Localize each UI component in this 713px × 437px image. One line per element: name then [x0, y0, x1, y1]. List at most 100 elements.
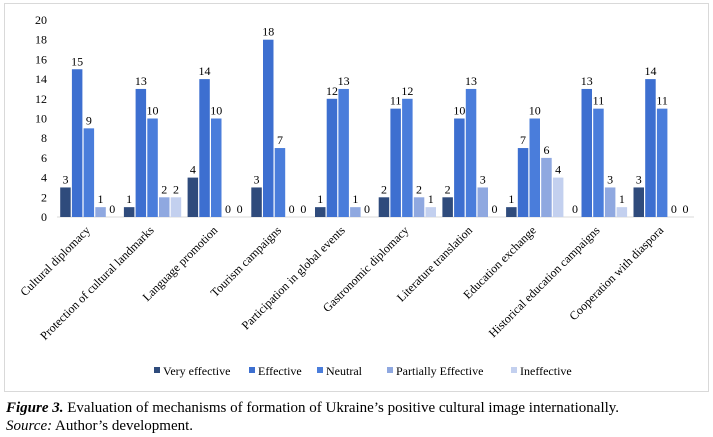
bar: [390, 108, 401, 217]
category-label: Participation in global events: [239, 223, 348, 332]
bar: [465, 88, 477, 217]
data-label: 0: [671, 202, 677, 216]
data-label: 1: [428, 192, 434, 206]
data-label: 11: [593, 94, 605, 108]
data-label: 0: [364, 202, 370, 216]
data-label: 12: [326, 84, 338, 98]
legend-swatch: [249, 367, 255, 373]
bars: [60, 39, 668, 218]
bar: [593, 108, 604, 217]
data-label: 2: [381, 182, 387, 196]
y-tick-label: 0: [41, 210, 47, 224]
bar: [378, 197, 390, 217]
legend-label: Effective: [258, 364, 302, 378]
source-text: Author’s development.: [52, 418, 194, 434]
bar: [170, 197, 182, 217]
data-label: 14: [199, 64, 211, 78]
y-tick-label: 8: [41, 131, 47, 145]
bar: [135, 88, 147, 217]
y-tick-label: 10: [35, 112, 47, 126]
bar: [529, 118, 540, 217]
bar: [60, 187, 71, 217]
bar: [645, 79, 656, 217]
legend-swatch: [154, 367, 160, 373]
data-label: 4: [190, 163, 196, 177]
data-label: 3: [254, 172, 260, 186]
data-label: 2: [416, 182, 422, 196]
legend-swatch: [317, 367, 323, 373]
data-label: 13: [135, 74, 147, 88]
data-label: 13: [338, 74, 350, 88]
caption-line: Figure 3. Evaluation of mechanisms of fo…: [6, 399, 706, 417]
data-label: 0: [572, 202, 578, 216]
bar: [211, 118, 222, 217]
data-label: 1: [352, 192, 358, 206]
y-tick-label: 20: [35, 13, 47, 27]
data-label: 3: [607, 172, 613, 186]
bar: [83, 128, 95, 217]
legend: Very effective Effective Neutral Partially …: [154, 364, 572, 378]
data-label: 0: [109, 202, 115, 216]
data-label: 13: [465, 74, 477, 88]
data-label: 3: [62, 172, 68, 186]
bar: [315, 207, 326, 217]
bar: [633, 187, 644, 217]
bar: [454, 118, 465, 217]
data-label: 0: [300, 202, 306, 216]
data-label: 2: [161, 182, 167, 196]
legend-label: Neutral: [326, 364, 363, 378]
bar: [541, 157, 552, 217]
bar: [425, 207, 436, 217]
data-label: 13: [581, 74, 593, 88]
data-label: 3: [480, 172, 486, 186]
y-tick-label: 16: [35, 52, 47, 66]
legend-swatch: [387, 367, 393, 373]
data-label: 0: [289, 202, 295, 216]
figure-label: Figure 3.: [6, 400, 64, 416]
bar: [326, 98, 338, 217]
bar: [402, 98, 413, 217]
legend-label: Very effective: [163, 364, 230, 378]
legend-label: Partially Effective: [396, 364, 483, 378]
bar: [506, 207, 517, 217]
data-label: 7: [277, 133, 283, 147]
data-label: 0: [683, 202, 689, 216]
data-label: 10: [147, 104, 159, 118]
bar: [274, 148, 286, 217]
data-label: 10: [453, 104, 465, 118]
y-tick-label: 4: [41, 171, 47, 185]
source-label: Source:: [6, 418, 53, 434]
bar: [338, 88, 349, 217]
data-label: 12: [401, 84, 413, 98]
bar: [616, 207, 628, 217]
data-label: 1: [98, 192, 104, 206]
legend-swatch: [511, 367, 517, 373]
y-tick-label: 14: [35, 72, 47, 86]
data-label: 1: [317, 192, 323, 206]
bar: [656, 108, 668, 217]
data-label: 15: [71, 54, 83, 68]
data-label: 1: [126, 192, 132, 206]
category-label: Historical education campaigns: [486, 223, 603, 340]
data-label: 7: [520, 133, 526, 147]
data-label: 3: [636, 172, 642, 186]
data-label: 11: [656, 94, 668, 108]
source-line: Source: Author’s development.: [6, 417, 706, 435]
data-label: 0: [491, 202, 497, 216]
bar: [187, 177, 199, 217]
data-label: 10: [210, 104, 222, 118]
legend-label: Ineffective: [520, 364, 572, 378]
data-label: 14: [644, 64, 656, 78]
bar: [477, 187, 488, 217]
bar: [413, 197, 425, 217]
data-label: 0: [225, 202, 231, 216]
figure-text: Evaluation of mechanisms of formation of…: [63, 400, 620, 416]
bar: [581, 88, 592, 217]
data-label: 2: [445, 182, 451, 196]
data-label: 18: [262, 25, 274, 39]
bar: [263, 39, 274, 218]
